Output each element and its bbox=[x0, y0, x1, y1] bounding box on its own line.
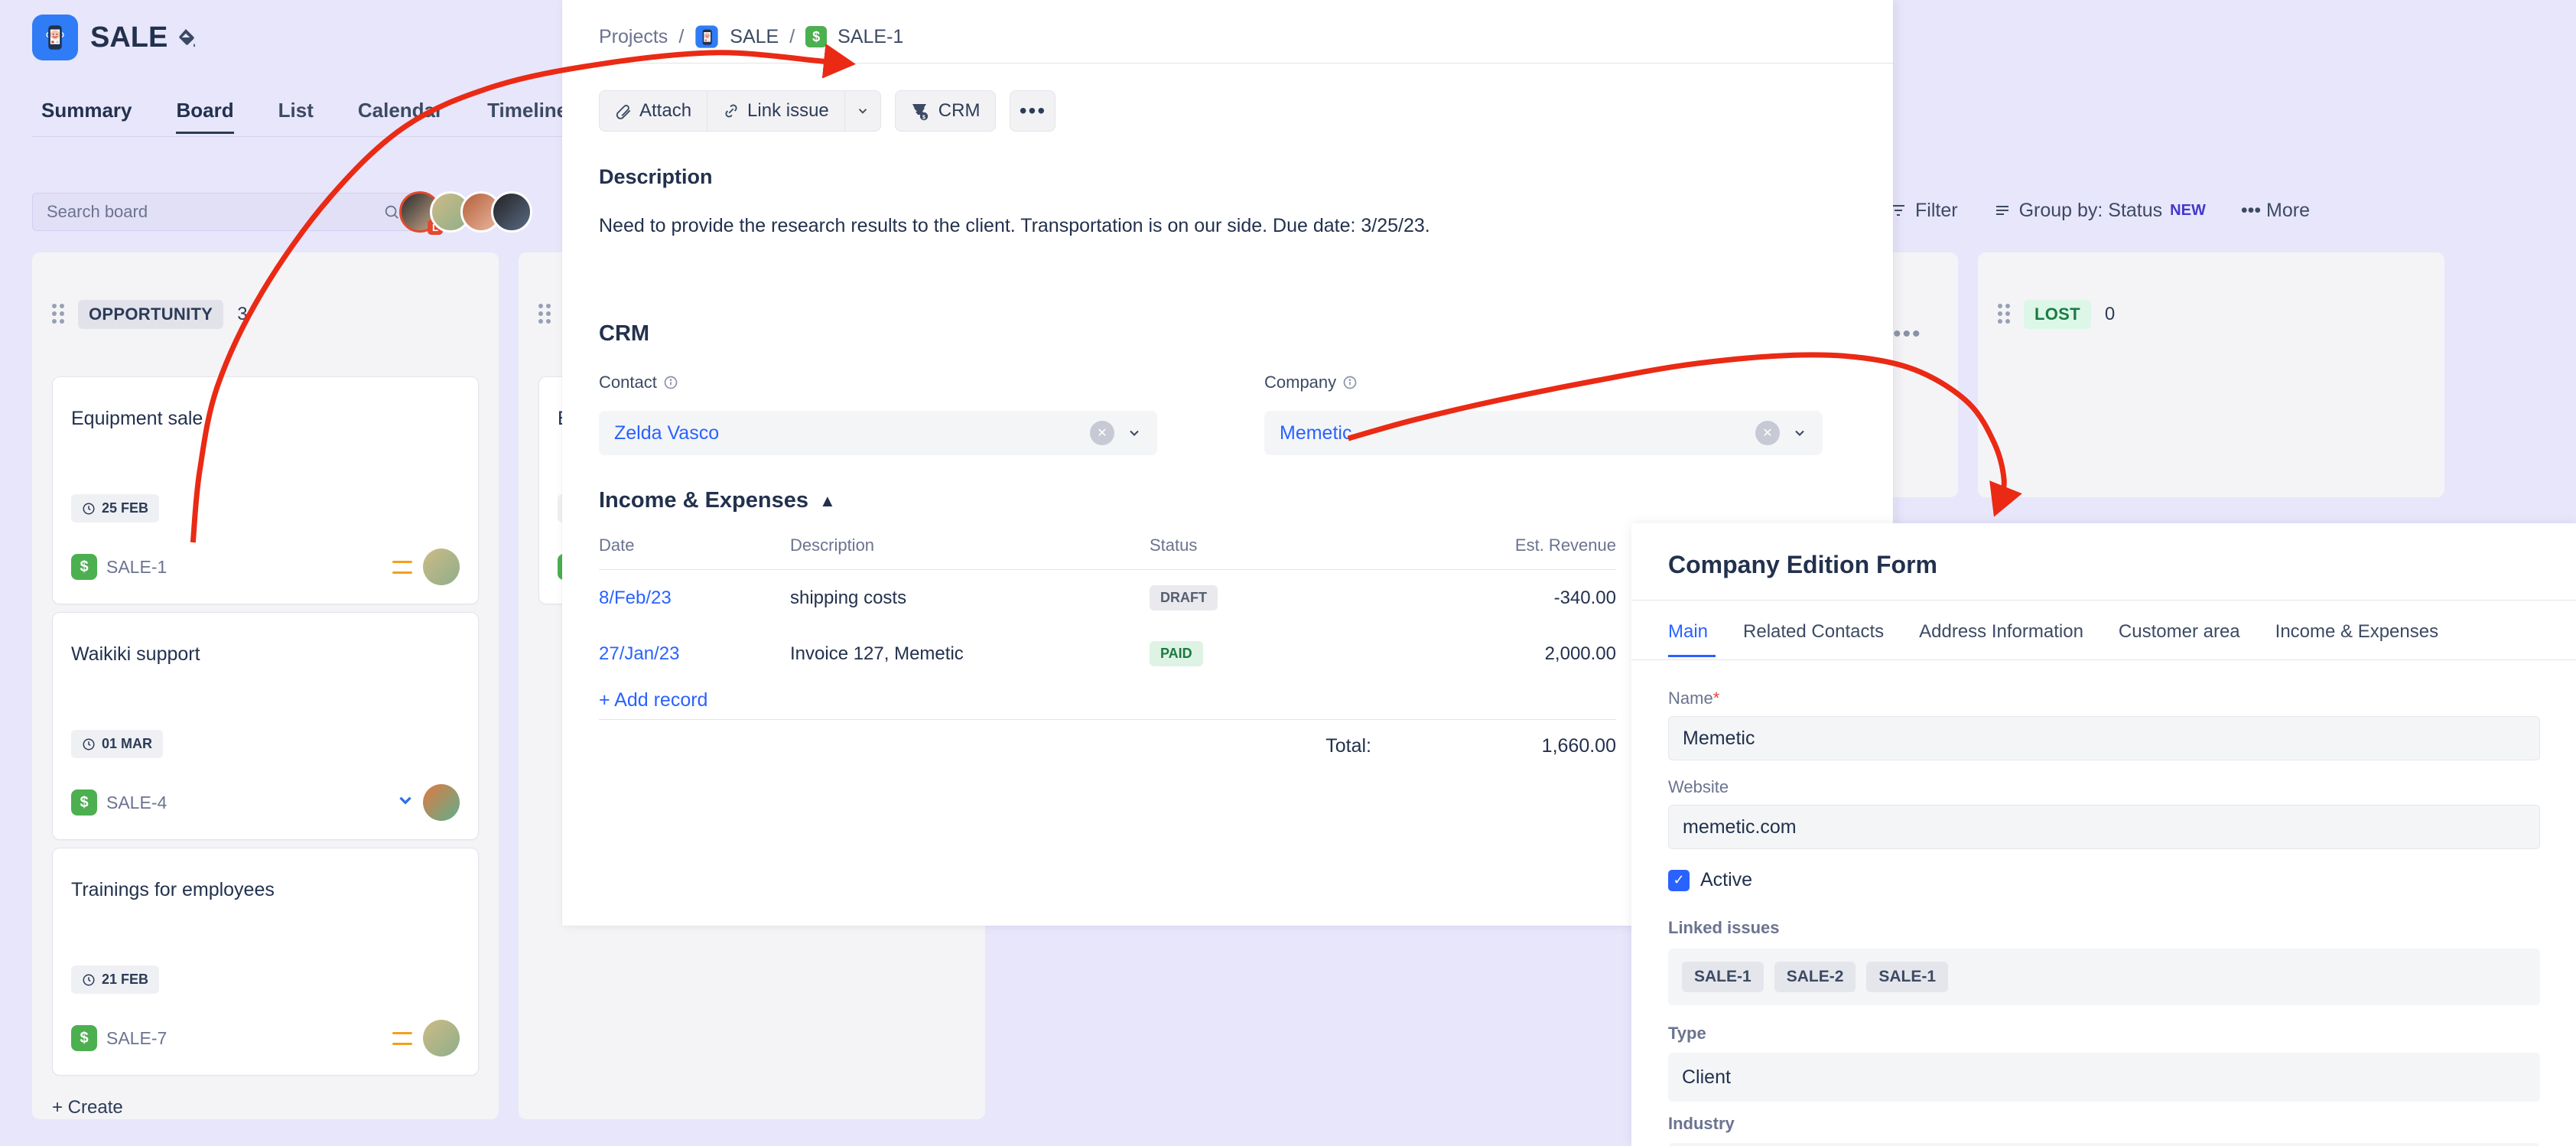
svg-text:$: $ bbox=[922, 115, 925, 120]
